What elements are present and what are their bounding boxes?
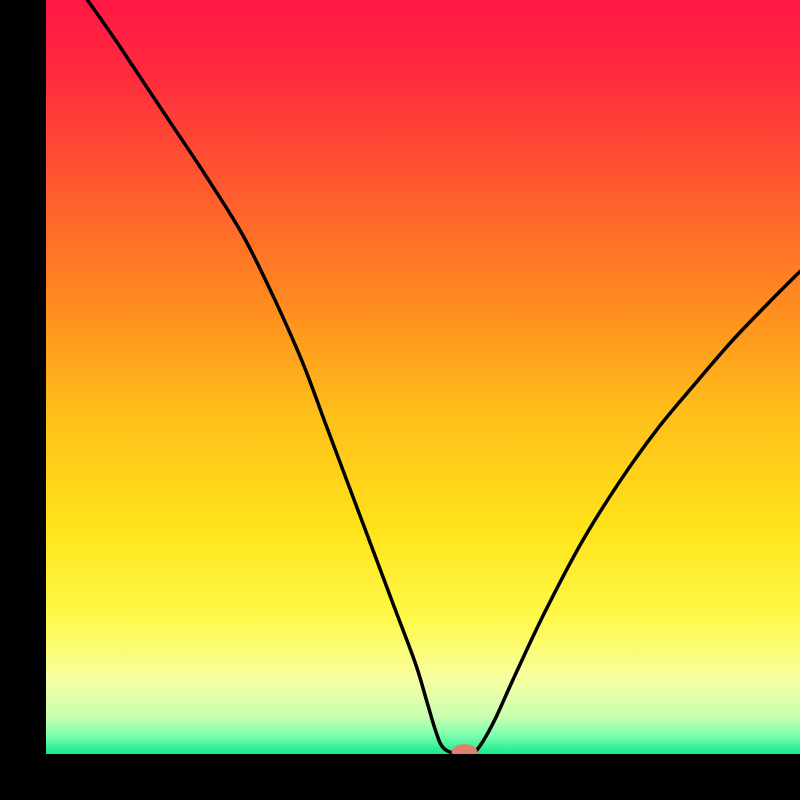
bottleneck-chart (46, 0, 800, 754)
chart-container: TheBottleneck.com (0, 0, 800, 800)
gradient-background (46, 0, 800, 754)
